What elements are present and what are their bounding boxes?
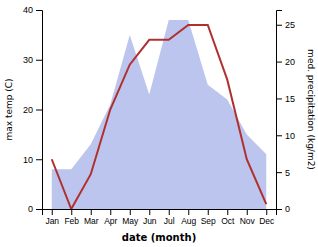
x-axis: Jan Feb Mar Apr May Jun Jul Aug Sep Oct NovDec xyxy=(43,209,277,226)
y2-axis-title: med. precipitation (kg/m2) xyxy=(306,49,316,170)
tick-label: Nov xyxy=(240,216,256,226)
tick: 10 xyxy=(23,155,42,165)
tick-label: 20 xyxy=(23,105,33,115)
tick: 5 xyxy=(276,168,290,178)
tick-label: Mar xyxy=(84,216,99,226)
plot: Jan Feb Mar Apr May Jun Jul Aug Sep Oct NovDec 0 10 2… xyxy=(4,5,316,243)
tick: Jun xyxy=(143,209,157,226)
tick-mark xyxy=(36,60,42,61)
tick-mark xyxy=(169,209,170,215)
tick-label: Apr xyxy=(104,216,117,226)
tick-label: 20 xyxy=(285,57,295,67)
tick-label: 5 xyxy=(285,168,290,178)
area xyxy=(52,20,267,209)
axis-line xyxy=(277,11,283,210)
tick: 0 xyxy=(28,204,42,214)
tick-label: 0 xyxy=(285,204,290,214)
tick-label: 15 xyxy=(285,94,295,104)
tick-mark xyxy=(247,209,248,215)
tick: 10 xyxy=(276,131,295,141)
tick-label: 25 xyxy=(285,20,295,30)
tick-mark xyxy=(71,209,72,215)
tick: 40 xyxy=(23,5,42,15)
tick-label: May xyxy=(122,216,139,226)
tick: Oct xyxy=(221,209,235,226)
tick-mark xyxy=(130,209,131,215)
tick-label: Jul xyxy=(164,216,175,226)
tick-mark xyxy=(52,209,53,215)
tick: Jan xyxy=(45,209,59,226)
tick-label: Aug xyxy=(181,216,196,226)
tick-mark xyxy=(36,10,42,11)
tick-label: Oct xyxy=(221,216,235,226)
tick-mark xyxy=(227,209,228,215)
tick-mark xyxy=(276,25,282,26)
y-axis-title: max temp (C) xyxy=(4,78,14,140)
tick: 30 xyxy=(23,55,42,65)
axis-line xyxy=(43,210,277,216)
tick-mark xyxy=(36,159,42,160)
tick-mark xyxy=(276,62,282,63)
axis-line xyxy=(36,11,43,210)
tick-label: Jun xyxy=(143,216,157,226)
tick-mark xyxy=(276,135,282,136)
tick-mark xyxy=(276,172,282,173)
tick: Aug xyxy=(181,209,196,226)
tick-mark xyxy=(110,209,111,215)
tick-label: 40 xyxy=(23,5,33,15)
tick: 25 xyxy=(276,20,295,30)
tick-mark xyxy=(276,209,282,210)
tick-mark xyxy=(208,209,209,215)
tick: Dec xyxy=(259,209,275,226)
tick-label: 30 xyxy=(23,55,33,65)
line xyxy=(52,25,267,209)
tick: 20 xyxy=(276,57,295,67)
tick: Apr xyxy=(104,209,117,226)
tick-label: Jan xyxy=(45,216,59,226)
marks xyxy=(52,20,267,209)
tick-mark xyxy=(188,209,189,215)
tick-mark xyxy=(91,209,92,215)
tick-mark xyxy=(36,209,42,210)
tick: Sep xyxy=(201,209,216,226)
tick: 15 xyxy=(276,94,295,104)
y-axis: 0 10 20 30 40 xyxy=(23,5,43,214)
x-axis-title: date (month) xyxy=(122,232,196,243)
tick: Nov xyxy=(240,209,256,226)
tick-mark xyxy=(149,209,150,215)
tick: 20 xyxy=(23,105,42,115)
tick-label: Feb xyxy=(64,216,79,226)
tick-mark xyxy=(276,98,282,99)
tick: Jul xyxy=(164,209,175,226)
tick: May xyxy=(122,209,139,226)
tick-label: 10 xyxy=(23,155,33,165)
tick: Feb xyxy=(64,209,79,226)
tick-label: Sep xyxy=(201,216,216,226)
tick: 0 xyxy=(276,204,290,214)
tick-label: 0 xyxy=(28,204,33,214)
tick-mark xyxy=(266,209,267,215)
y2-axis: 0 5 10 15 20 25 xyxy=(276,11,295,215)
tick-mark xyxy=(36,110,42,111)
tick-label: 10 xyxy=(285,131,295,141)
tick-label: Dec xyxy=(259,216,275,226)
tick: Mar xyxy=(84,209,99,226)
chart: Jan Feb Mar Apr May Jun Jul Aug Sep Oct NovDec 0 10 2… xyxy=(0,0,318,247)
